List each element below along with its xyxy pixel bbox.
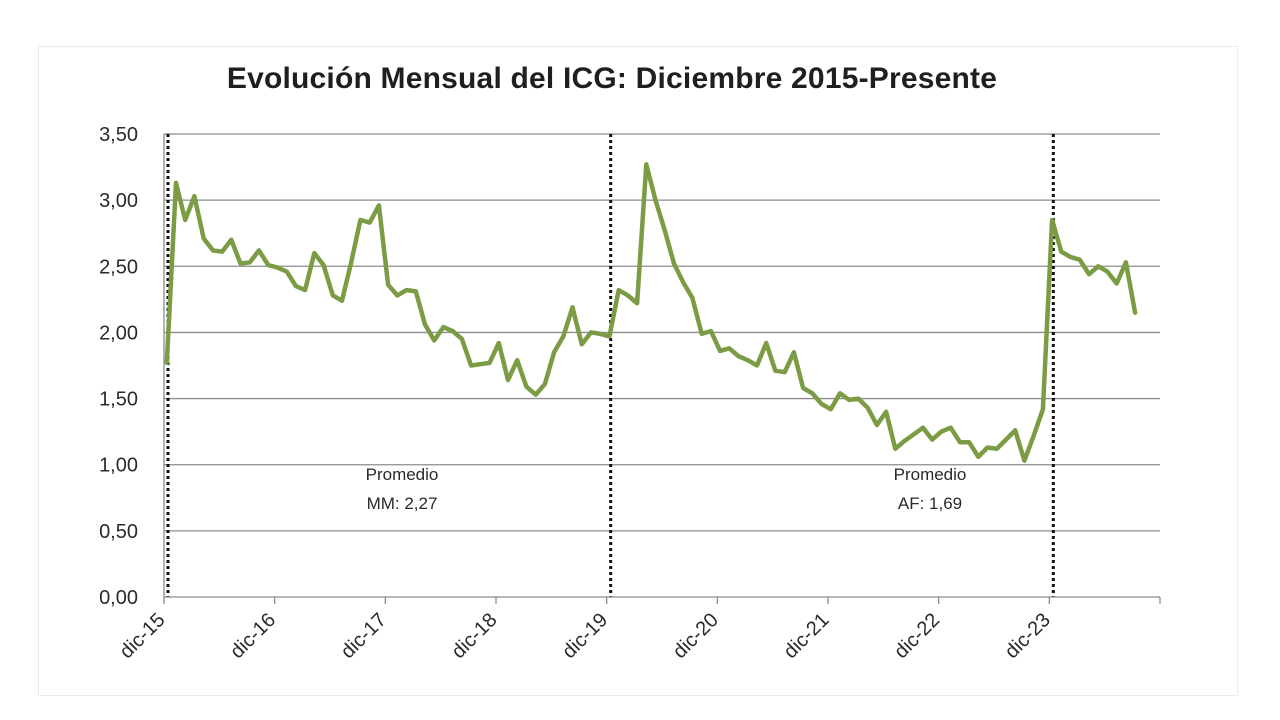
annotation-label-line1: Promedio — [366, 465, 439, 484]
chart-title: Evolución Mensual del ICG: Diciembre 201… — [226, 62, 998, 95]
annotation-label-line2: MM: 2,27 — [367, 494, 438, 513]
y-tick-label: 3,00 — [99, 190, 138, 212]
x-tick-label: dic-22 — [890, 609, 944, 663]
x-tick-label: dic-15 — [115, 609, 169, 663]
x-tick-label: dic-17 — [337, 609, 391, 663]
annotations: Promedio MM: 2,27 Promedio AF: 1,69 — [366, 465, 967, 513]
x-tick-label: dic-18 — [447, 609, 501, 663]
y-tick-label: 3,50 — [99, 124, 138, 146]
y-tick-label: 0,00 — [99, 587, 138, 609]
x-tick-label: dic-20 — [669, 609, 723, 663]
chart-panel — [38, 46, 1238, 696]
x-tick-label: dic-23 — [1001, 609, 1055, 663]
period-marker-lines — [166, 134, 1055, 597]
tick-labels: 0,00 0,50 1,00 1,50 2,00 2,50 3,00 3,50 dic-15 di… — [99, 124, 1055, 663]
y-tick-label: 0,50 — [99, 521, 138, 543]
icg-series-line — [164, 162, 1138, 463]
axes — [163, 134, 1161, 604]
y-tick-label: 2,50 — [99, 256, 138, 278]
annotation-label-line2: AF: 1,69 — [898, 494, 962, 513]
gridlines — [164, 133, 1160, 532]
x-tick-label: dic-16 — [226, 609, 280, 663]
y-tick-label: 1,00 — [99, 455, 138, 477]
y-tick-label: 1,50 — [99, 389, 138, 411]
annotation-label-line1: Promedio — [894, 465, 967, 484]
series-layer — [164, 162, 1138, 463]
x-tick-label: dic-19 — [558, 609, 612, 663]
x-tick-label: dic-21 — [779, 609, 833, 663]
y-tick-label: 2,00 — [99, 322, 138, 344]
